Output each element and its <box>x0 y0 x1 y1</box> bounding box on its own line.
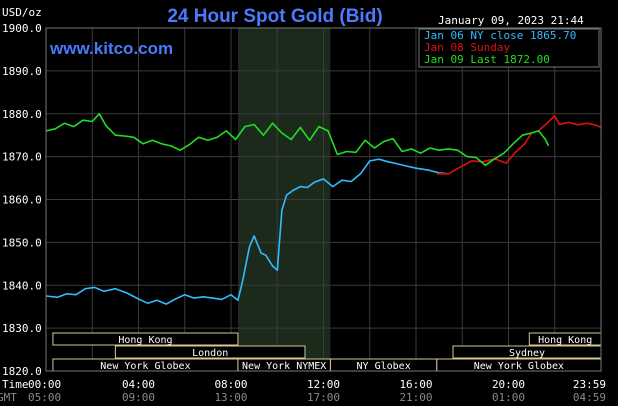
x-tick-label: 12:00 <box>307 378 340 391</box>
x-tick-label: 23:59 <box>573 378 606 391</box>
session-label: Hong Kong <box>118 335 172 346</box>
y-tick-label: 1900.0 <box>2 22 42 35</box>
x-axis-label-time: Time <box>2 378 29 391</box>
y-axis-unit-label: USD/oz <box>2 6 42 19</box>
y-tick-label: 1850.0 <box>2 236 42 249</box>
plot-frame <box>45 27 602 372</box>
y-tick-label: 1880.0 <box>2 108 42 121</box>
legend-entry-2: Jan 08 Sunday <box>424 41 510 54</box>
series-line-3 <box>45 113 550 166</box>
legend: Jan 06 NY close 1865.70 Jan 08 Sunday Ja… <box>418 28 600 68</box>
legend-entry-3: Jan 09 Last 1872.00 <box>424 53 550 66</box>
x-tick-label: 20:00 <box>492 378 525 391</box>
session-box <box>114 345 306 359</box>
x-tick-label: 16:00 <box>399 378 432 391</box>
y-tick-label: 1820.0 <box>2 365 42 378</box>
x-tick-label: 00:00 <box>28 378 61 391</box>
x-tick-label-gmt: 13:00 <box>214 391 247 404</box>
chart-date: January 09, 2023 21:44 <box>438 14 584 27</box>
y-tick-label: 1860.0 <box>2 194 42 207</box>
session-label: Hong Kong <box>538 335 592 346</box>
session-label: NY Globex <box>357 361 411 372</box>
y-tick-label: 1890.0 <box>2 65 42 78</box>
x-tick-label-gmt: 09:00 <box>122 391 155 404</box>
y-tick-label: 1840.0 <box>2 279 42 292</box>
price-series <box>45 113 602 305</box>
x-axis-label-gmt: GMT <box>0 391 17 404</box>
session-label: Sydney <box>509 348 545 359</box>
session-label: New York Globex <box>474 361 564 372</box>
session-box <box>52 332 239 346</box>
y-tick-label: 1830.0 <box>2 322 42 335</box>
legend-box <box>418 28 600 68</box>
x-tick-label-gmt: 17:00 <box>307 391 340 404</box>
x-tick-label: 04:00 <box>122 378 155 391</box>
chart-title: 24 Hour Spot Gold (Bid) <box>167 6 382 27</box>
session-label: New York Globex <box>100 361 190 372</box>
y-tick-label: 1870.0 <box>2 151 42 164</box>
x-tick-label-gmt: 05:00 <box>28 391 61 404</box>
x-tick-label: 08:00 <box>214 378 247 391</box>
website-label: www.kitco.com <box>49 39 173 58</box>
session-label: New York NYMEX <box>242 361 326 372</box>
legend-entry-1: Jan 06 NY close 1865.70 <box>424 29 576 42</box>
y-axis-ticks: 1900.0 1890.0 1880.0 1870.0 1860.0 1850.0 1840… <box>2 22 42 378</box>
x-tick-label-gmt: 01:00 <box>492 391 525 404</box>
series-line-1 <box>45 158 449 305</box>
session-label: London <box>192 348 228 359</box>
market-sessions: Hong Kong Hong Kong London Sydney New York G… <box>52 332 602 372</box>
x-tick-label-gmt: 21:00 <box>399 391 432 404</box>
grid <box>46 27 601 372</box>
x-tick-label-gmt: 04:59 <box>573 391 606 404</box>
